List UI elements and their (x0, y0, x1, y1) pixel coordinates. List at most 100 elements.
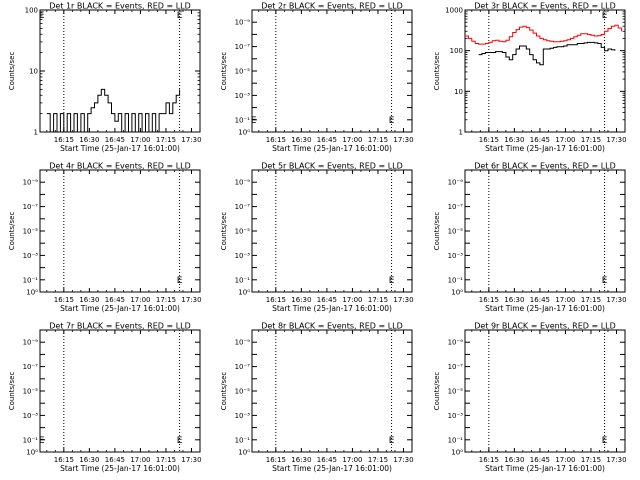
y-tick-label: 10⁻¹ (235, 436, 251, 444)
y-tick-label: 10⁻⁷ (448, 203, 464, 211)
x-tick-label: 17:15 (156, 296, 176, 304)
y-axis-label: Counts/sec (433, 212, 441, 251)
y-tick-label: 10⁻⁵ (448, 228, 464, 236)
e-marker: E (602, 276, 608, 286)
y-tick-label: 10⁻⁷ (448, 363, 464, 371)
x-tick-label: 17:15 (581, 136, 601, 144)
x-tick-label: 16:45 (317, 136, 337, 144)
e-marker: E (251, 116, 257, 126)
x-tick-label: 16:30 (504, 456, 524, 464)
x-tick-label: 17:00 (130, 296, 150, 304)
e-marker: E (389, 436, 395, 446)
series-line (46, 88, 181, 133)
y-tick-label: 10⁻⁹ (235, 339, 251, 347)
y-tick-label: 100 (25, 7, 38, 15)
detector-panel-4: Det 4r BLACK = Events, RED = LLD 10⁰ 10⁻¹ 1… (8, 162, 202, 314)
e-marker: E (39, 11, 45, 21)
x-tick-label: 17:30 (393, 136, 413, 144)
y-tick-label: 10⁻⁹ (448, 339, 464, 347)
x-tick-label: 17:15 (156, 136, 176, 144)
detector-panel-8: Det 8r BLACK = Events, RED = LLD 10⁰ 10⁻¹ 1… (220, 322, 414, 474)
x-tick-label: 16:30 (79, 456, 99, 464)
y-tick-label: 10⁻¹ (448, 276, 464, 284)
y-tick-label: 10⁻³ (23, 252, 39, 260)
detector-panel-1: Det 1r BLACK = Events, RED = LLD 1 10 100 16… (8, 2, 202, 154)
y-tick-label: 10⁻³ (23, 412, 39, 420)
x-tick-label: 16:30 (79, 136, 99, 144)
y-tick-label: 10⁻⁷ (235, 363, 251, 371)
x-tick-label: 17:15 (368, 136, 388, 144)
x-tick-label: 16:30 (79, 296, 99, 304)
y-tick-label: 10⁻⁵ (235, 388, 251, 396)
y-tick-label: 10⁰ (26, 449, 38, 457)
e-marker: E (177, 11, 183, 21)
x-tick-label: 16:15 (479, 456, 499, 464)
series-line (478, 41, 616, 66)
panel-title: Det 9r BLACK = Events, RED = LLD (474, 322, 616, 331)
x-tick-label: 17:00 (555, 136, 575, 144)
x-tick-label: 17:15 (156, 456, 176, 464)
x-tick-label: 16:45 (530, 296, 550, 304)
x-tick-label: 16:45 (317, 296, 337, 304)
detector-panel-3: Det 3r BLACK = Events, RED = LLD 1 10 100 10… (433, 2, 627, 154)
detector-panel-7: Det 7r BLACK = Events, RED = LLD 10⁰ 10⁻¹ 1… (8, 322, 202, 474)
x-axis-label: Start Time (25-Jan-17 16:01:00) (272, 464, 392, 473)
y-tick-label: 10⁻³ (235, 252, 251, 260)
panel-title: Det 5r BLACK = Events, RED = LLD (261, 162, 403, 171)
detector-panel-9: Det 9r BLACK = Events, RED = LLD 10⁰ 10⁻¹ 1… (433, 322, 627, 474)
e-marker: E (177, 436, 183, 446)
x-tick-label: 17:15 (581, 456, 601, 464)
x-axis-label: Start Time (25-Jan-17 16:01:00) (60, 304, 180, 313)
x-tick-label: 17:00 (130, 456, 150, 464)
y-tick-label: 10⁻¹ (235, 116, 251, 124)
x-tick-label: 16:15 (479, 136, 499, 144)
x-tick-label: 16:15 (266, 456, 286, 464)
x-tick-label: 17:15 (368, 296, 388, 304)
plot-frame (464, 9, 626, 133)
x-tick-label: 16:45 (530, 456, 550, 464)
panel-title: Det 4r BLACK = Events, RED = LLD (49, 162, 191, 171)
x-tick-label: 16:15 (266, 136, 286, 144)
x-axis-label: Start Time (25-Jan-17 16:01:00) (272, 304, 392, 313)
panel-title: Det 3r BLACK = Events, RED = LLD (474, 2, 616, 11)
y-tick-label: 10 (454, 88, 463, 96)
x-tick-label: 16:15 (479, 296, 499, 304)
y-tick-label: 10⁻¹ (448, 436, 464, 444)
y-tick-label: 10⁻⁹ (235, 19, 251, 27)
y-tick-label: 10⁻³ (448, 252, 464, 260)
y-tick-label: 10⁻⁷ (23, 203, 39, 211)
x-axis-label: Start Time (25-Jan-17 16:01:00) (272, 144, 392, 153)
y-tick-label: 10⁰ (451, 289, 463, 297)
y-tick-label: 10 (29, 68, 38, 76)
y-tick-label: 100 (450, 47, 463, 55)
x-axis-label: Start Time (25-Jan-17 16:01:00) (60, 464, 180, 473)
y-tick-label: 10⁻⁹ (235, 179, 251, 187)
y-tick-label: 10⁻⁷ (235, 43, 251, 51)
y-tick-label: 10⁻¹ (23, 276, 39, 284)
x-tick-label: 16:45 (105, 136, 125, 144)
y-axis-label: Counts/sec (220, 212, 228, 251)
panel-title: Det 1r BLACK = Events, RED = LLD (49, 2, 191, 11)
y-tick-label: 10⁻¹ (23, 436, 39, 444)
x-tick-label: 17:00 (130, 136, 150, 144)
y-tick-label: 1 (34, 129, 38, 137)
x-tick-label: 17:30 (181, 456, 201, 464)
x-axis-label: Start Time (25-Jan-17 16:01:00) (60, 144, 180, 153)
x-tick-label: 17:00 (342, 456, 362, 464)
y-tick-label: 10⁻⁵ (23, 388, 39, 396)
y-tick-label: 10⁻⁵ (235, 68, 251, 76)
x-tick-label: 17:00 (342, 296, 362, 304)
x-tick-label: 17:00 (555, 296, 575, 304)
panel-title: Det 7r BLACK = Events, RED = LLD (49, 322, 191, 331)
detector-panel-5: Det 5r BLACK = Events, RED = LLD 10⁰ 10⁻¹ 1… (220, 162, 414, 314)
y-axis-label: Counts/sec (8, 52, 16, 91)
x-tick-label: 16:30 (504, 296, 524, 304)
x-tick-label: 16:30 (291, 296, 311, 304)
x-tick-label: 16:30 (291, 456, 311, 464)
y-tick-label: 1 (459, 129, 463, 137)
x-axis-label: Start Time (25-Jan-17 16:01:00) (485, 464, 605, 473)
panel-title: Det 6r BLACK = Events, RED = LLD (474, 162, 616, 171)
e-marker: E (389, 116, 395, 126)
e-marker: E (602, 436, 608, 446)
y-tick-label: 10⁰ (26, 289, 38, 297)
